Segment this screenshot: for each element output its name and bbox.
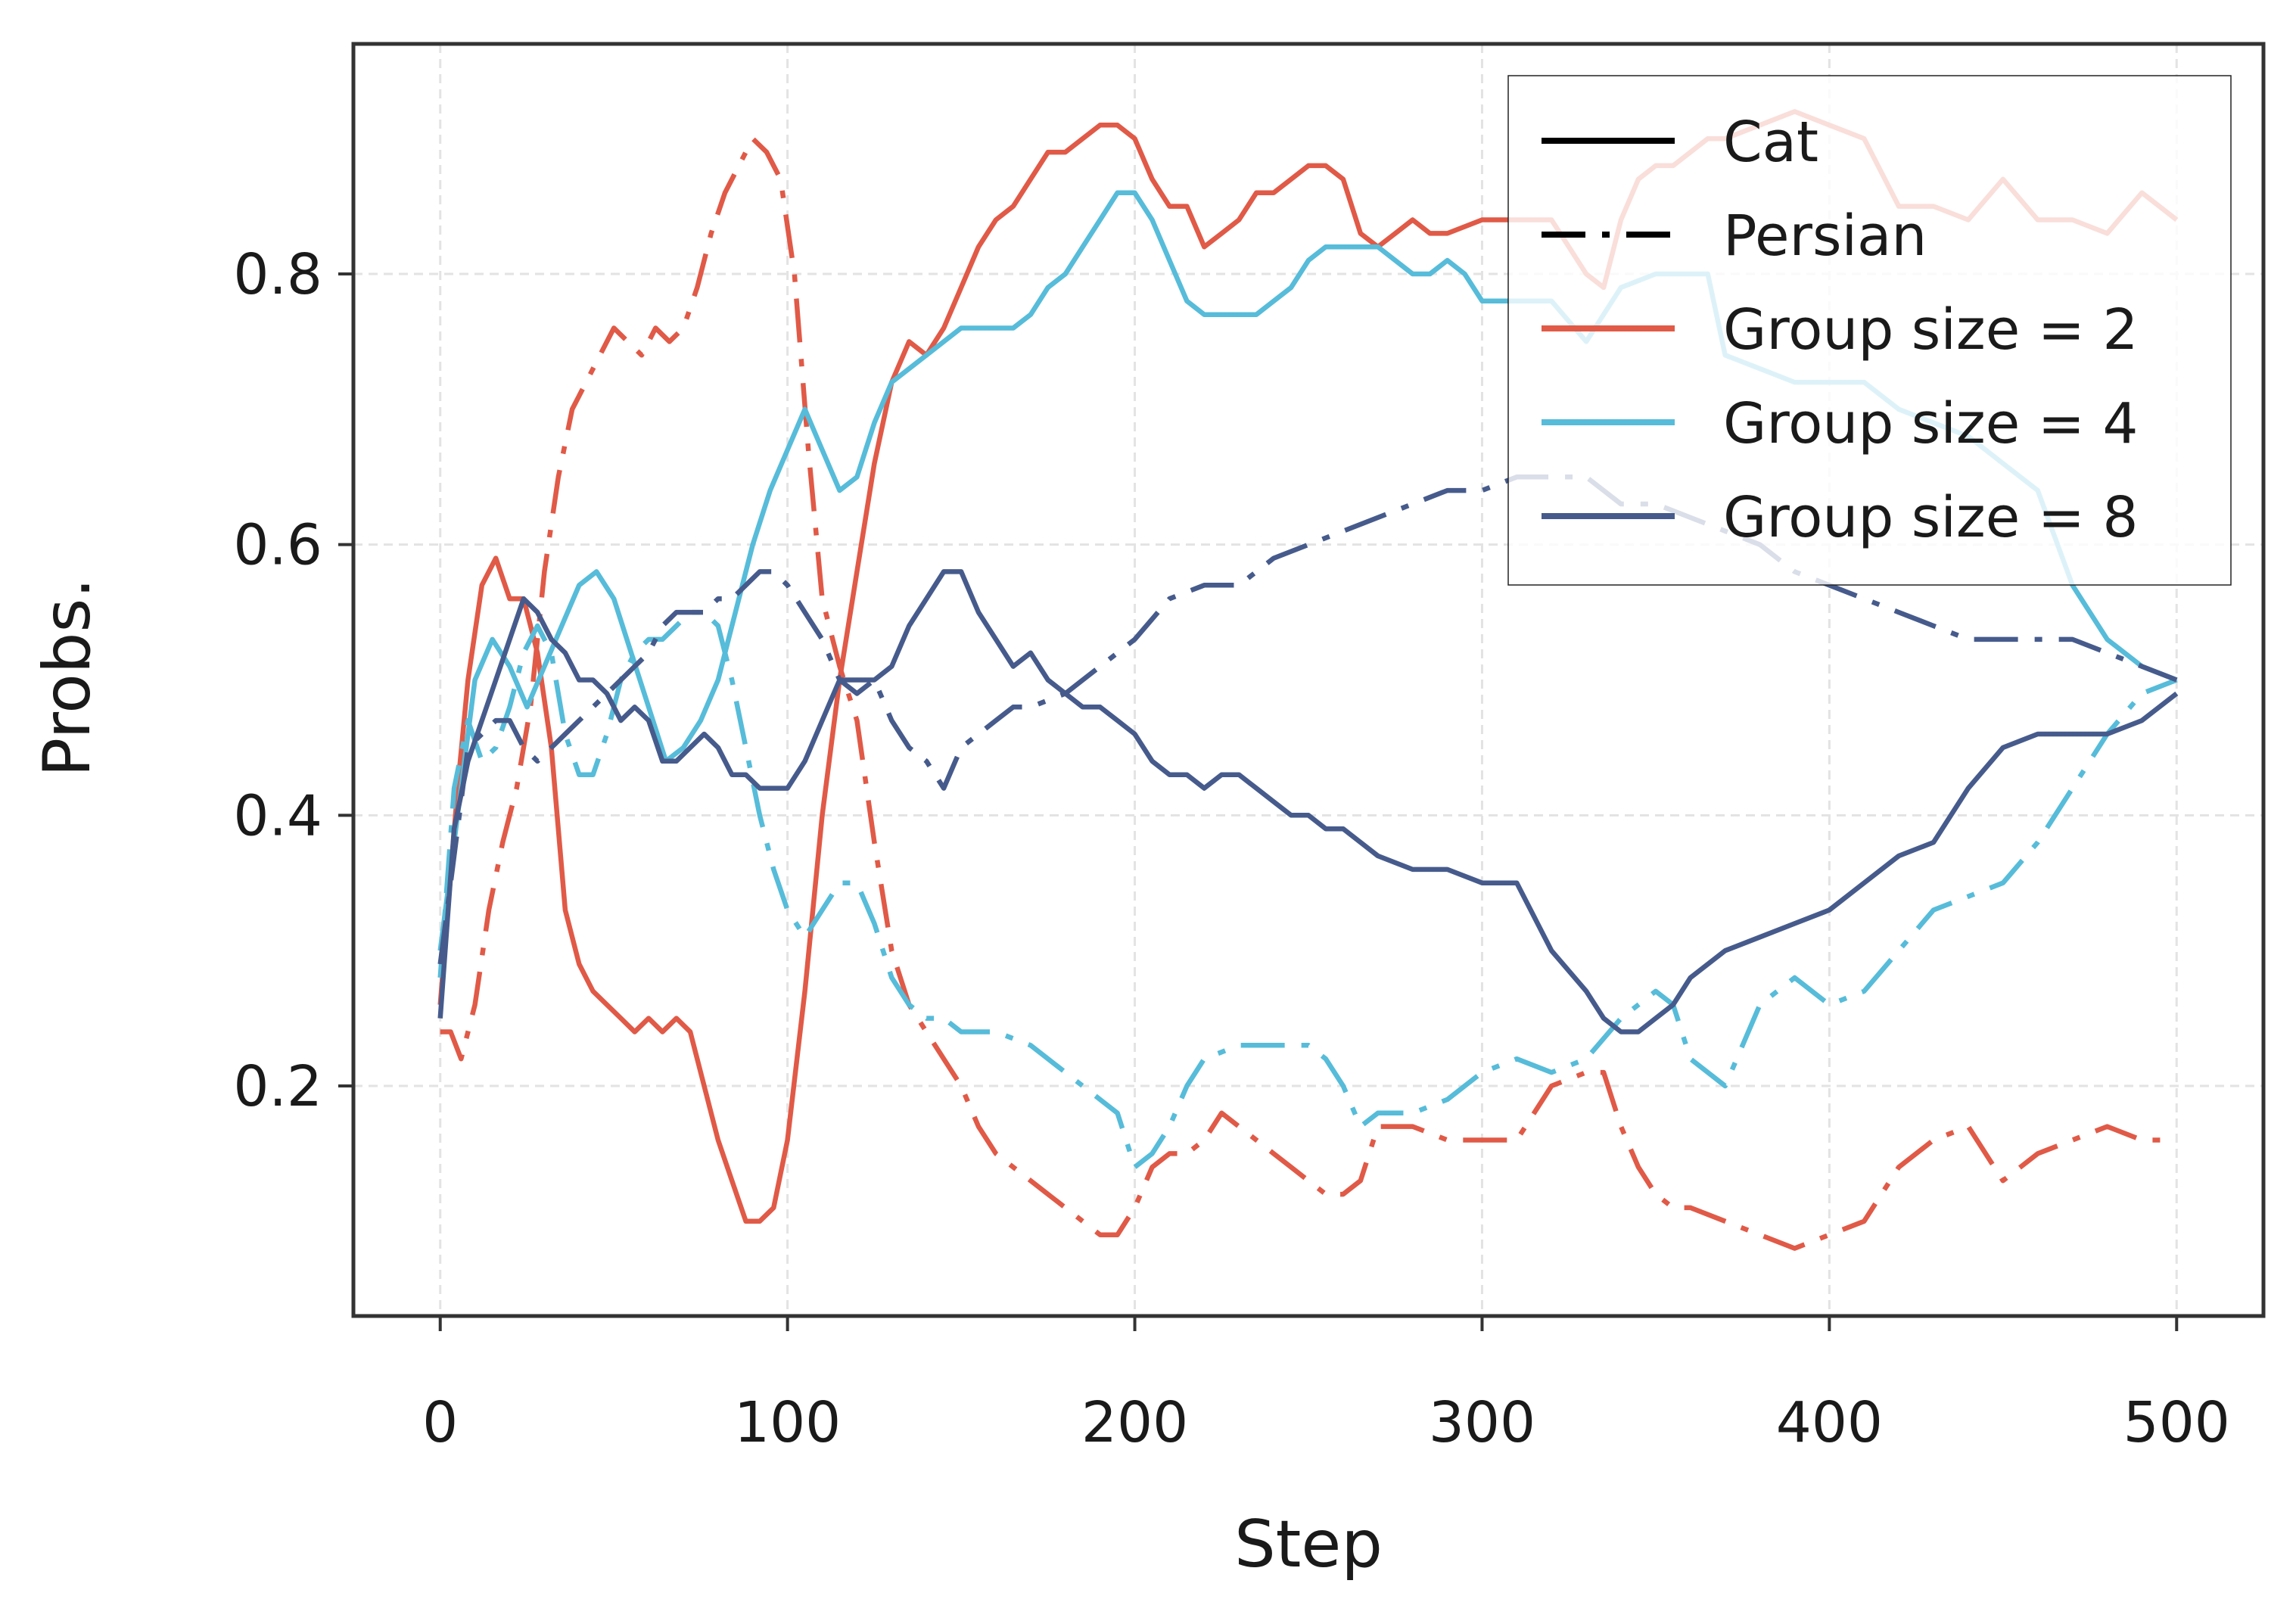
legend-cat-label: Cat (1723, 110, 1818, 175)
legend-group-size-2-label: Group size = 2 (1723, 297, 2138, 362)
x-tick-label: 400 (1776, 1390, 1883, 1455)
y-tick-label: 0.8 (233, 242, 322, 307)
legend-group-size-8-label: Group size = 8 (1723, 485, 2138, 550)
axis-ticks: 0 100 200 300 400 500 0.2 0.4 0.6 0.8 (233, 242, 2230, 1455)
legend-group-size-4-label: Group size = 4 (1723, 391, 2138, 456)
x-tick-label: 100 (734, 1390, 841, 1455)
y-tick-label: 0.6 (233, 513, 322, 578)
x-tick-label: 0 (422, 1390, 458, 1455)
x-tick-label: 300 (1429, 1390, 1535, 1455)
y-axis-label: Probs. (30, 577, 105, 776)
legend-persian-label: Persian (1723, 204, 1927, 269)
series-line-group-size-2-persian (440, 135, 2177, 1251)
legend: Cat Persian Group size = 2 Group size = … (1507, 75, 2232, 586)
series-line-group-size-8-cat (437, 569, 2179, 1034)
plot-frame (351, 42, 2266, 1318)
x-tick-label: 200 (1081, 1390, 1188, 1455)
series-line-group-size-4-persian (437, 609, 2178, 1170)
x-tick-label: 500 (2123, 1390, 2230, 1455)
y-tick-label: 0.4 (233, 783, 322, 848)
x-axis-label: Step (1234, 1507, 1383, 1582)
y-tick-label: 0.2 (233, 1054, 322, 1119)
